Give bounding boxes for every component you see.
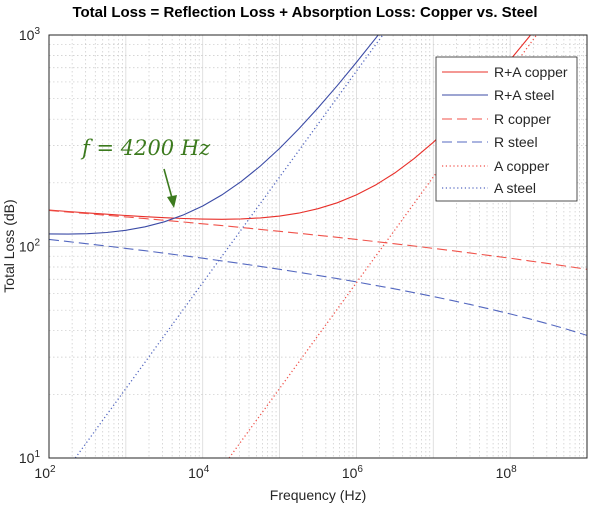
plot-frame (48, 34, 588, 459)
legend-entry: R copper (494, 111, 551, 127)
annotation-text: f = 4200 Hz (80, 136, 211, 160)
legend-box (435, 56, 578, 202)
legend-entry: R+A steel (494, 87, 554, 103)
x-tick-label: 106 (342, 464, 364, 481)
legend-entry: A copper (494, 158, 550, 174)
annotation: f = 4200 Hz (80, 136, 211, 208)
legend-entry: R steel (494, 134, 538, 150)
y-tick-label: 103 (19, 26, 41, 43)
series-r-copper (49, 209, 587, 270)
legend: R+A copper R+A steel R copper R steel A copp… (435, 56, 578, 202)
x-tick-label: 108 (496, 464, 518, 481)
chart-title: Total Loss = Reflection Loss + Absorptio… (72, 4, 537, 21)
y-axis-label: Total Loss (dB) (1, 199, 17, 292)
y-tick-label: 101 (19, 449, 41, 466)
series-r-steel (49, 238, 587, 336)
legend-entry: A steel (494, 180, 536, 196)
annotation-arrow (163, 168, 173, 199)
x-tick-label: 104 (188, 464, 210, 481)
x-axis-label: Frequency (Hz) (270, 487, 366, 503)
y-tick-label: 102 (19, 238, 41, 255)
series-a-copper (228, 35, 538, 458)
series-a-steel (74, 35, 384, 458)
arrow-head-icon (167, 195, 177, 208)
series-r-a-steel (49, 35, 379, 235)
x-tick-label: 102 (34, 464, 56, 481)
legend-entry: R+A copper (494, 64, 568, 80)
